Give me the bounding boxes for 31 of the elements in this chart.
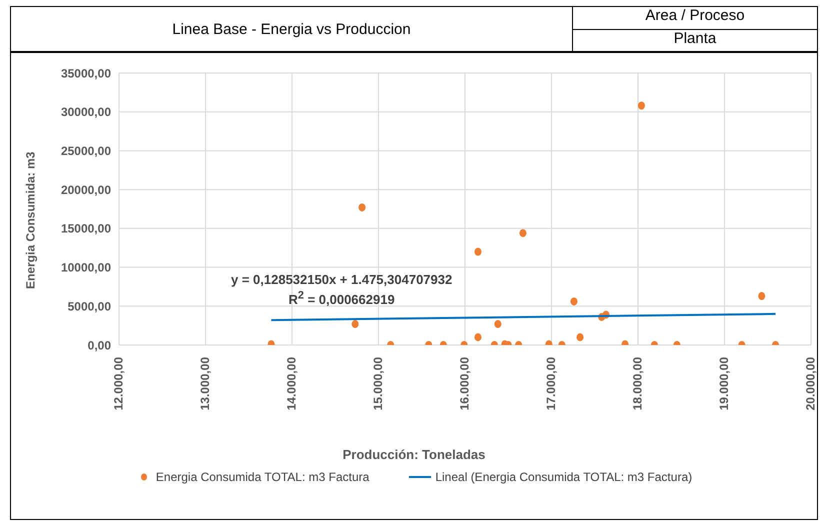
x-tick-label: 18.000,00 [630,356,645,410]
y-axis-title: Energia Consumida: m3 [23,151,38,289]
x-tick-label: 19.000,00 [717,356,732,410]
y-tick-label: 25000,00 [60,144,112,158]
point [474,248,482,256]
point [358,203,366,212]
x-tick-label: 20.000,00 [804,356,818,410]
point [758,292,766,300]
x-tick-label: 16.000,00 [458,356,472,410]
text: Planta [674,30,716,46]
y-tick-label: 15000,00 [60,222,112,236]
x-tick-label: 17.000,00 [544,356,558,410]
point [570,297,578,306]
y-tick-label: 20000,00 [60,182,112,197]
x-tick-label: 14.000,00 [284,356,299,410]
legend-label: Energia Consumida TOTAL: m3 Factura [156,470,370,484]
annotation: R$^{2}$ = 0,000662919 [288,290,395,308]
legend-label: Lineal (Energia Consumida TOTAL: m3 Factura) [435,470,692,484]
point [519,229,526,238]
y-tick-label: 5000,00 [68,299,112,314]
y-tick-label: 0,00 [88,338,112,352]
annotation: y = 0,128532150x + 1.475,304707932 [231,272,452,287]
y-tick-label: 10000,00 [60,260,112,275]
y-tick-label: 30000,00 [60,105,112,120]
x-tick-label: 13.000,00 [198,356,212,410]
x-tick-label: 12.000,00 [112,356,126,410]
x-axis-title: Producción: Toneladas [342,447,486,462]
y-tick-label: 35000,00 [60,66,112,80]
text: Area / Proceso [645,7,745,24]
chart-title: Linea Base - Energia vs Produccion [11,7,573,51]
x-tick-label: 15.000,00 [371,356,386,410]
